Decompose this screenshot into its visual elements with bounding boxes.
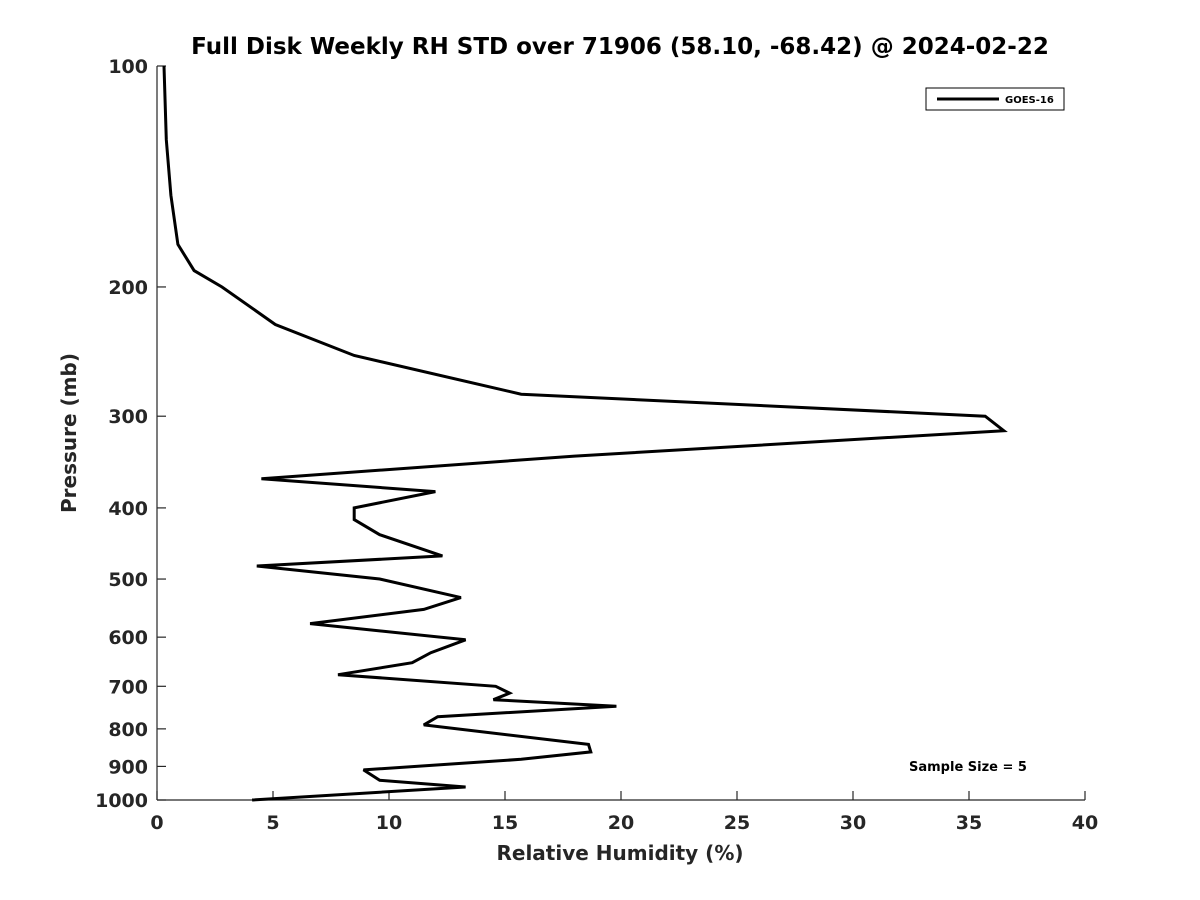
y-tick-label: 300 xyxy=(108,406,148,428)
legend-label-goes-16: GOES-16 xyxy=(1005,95,1054,106)
y-tick-label: 1000 xyxy=(95,790,148,812)
series-line-goes-16 xyxy=(162,65,1008,802)
y-tick-label: 800 xyxy=(108,719,148,741)
series-layer xyxy=(162,65,1008,802)
x-tick-label: 35 xyxy=(956,812,982,834)
x-tick-label: 30 xyxy=(840,812,866,834)
x-tick-label: 25 xyxy=(724,812,750,834)
y-tick-label: 700 xyxy=(108,676,148,698)
x-tick-label: 40 xyxy=(1072,812,1098,834)
y-tick-label: 900 xyxy=(108,756,148,778)
y-tick-label: 200 xyxy=(108,277,148,299)
sample-size-annotation: Sample Size = 5 xyxy=(909,760,1027,775)
x-axis-label: Relative Humidity (%) xyxy=(496,841,743,865)
x-tick-label: 5 xyxy=(266,812,279,834)
y-tick-label: 500 xyxy=(108,569,148,591)
y-axis-label: Pressure (mb) xyxy=(57,353,81,513)
plot-axes: 0 5 10 15 20 25 30 35 40 100 200 300 400 500 600 700 800… xyxy=(95,56,1098,834)
x-tick-label: 20 xyxy=(608,812,634,834)
chart-title: Full Disk Weekly RH STD over 71906 (58.1… xyxy=(191,34,1049,60)
x-tick-label: 0 xyxy=(150,812,163,834)
y-tick-label: 100 xyxy=(108,56,148,78)
y-tick-label: 600 xyxy=(108,627,148,649)
y-tick-label: 400 xyxy=(108,498,148,520)
x-tick-label: 10 xyxy=(376,812,402,834)
legend: GOES-16 xyxy=(925,87,1065,111)
x-tick-label: 15 xyxy=(492,812,518,834)
